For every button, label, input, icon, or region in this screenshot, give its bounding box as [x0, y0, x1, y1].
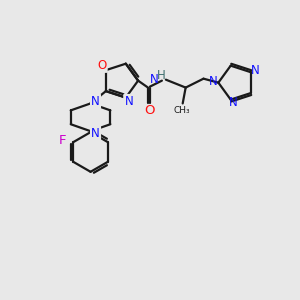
- Text: N: N: [229, 96, 238, 109]
- Text: N: N: [150, 73, 158, 86]
- Text: CH₃: CH₃: [173, 106, 190, 115]
- Text: F: F: [59, 134, 66, 147]
- Text: O: O: [144, 104, 154, 117]
- Text: O: O: [97, 59, 106, 72]
- Text: N: N: [209, 75, 218, 88]
- Text: N: N: [91, 95, 100, 108]
- Text: H: H: [157, 69, 165, 82]
- Text: N: N: [124, 95, 133, 108]
- Text: N: N: [251, 64, 260, 77]
- Text: N: N: [91, 127, 100, 140]
